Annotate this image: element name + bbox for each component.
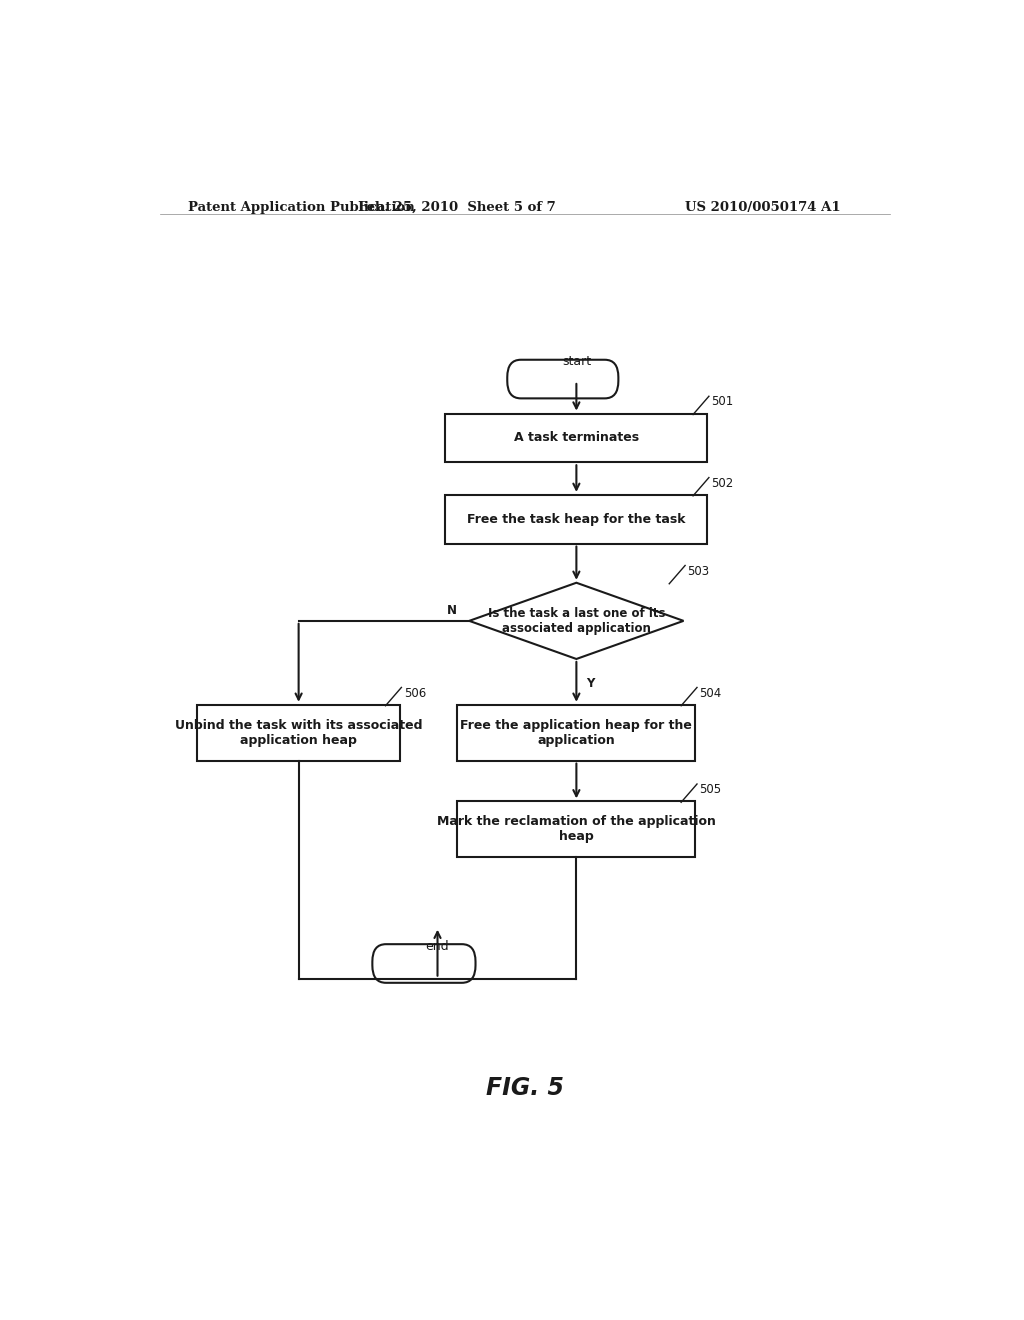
FancyBboxPatch shape — [507, 360, 618, 399]
Text: 501: 501 — [712, 396, 733, 408]
Text: 505: 505 — [699, 783, 722, 796]
Bar — [458, 705, 695, 760]
Text: Y: Y — [586, 677, 594, 690]
Text: 502: 502 — [712, 477, 733, 490]
Text: Free the application heap for the
application: Free the application heap for the applic… — [461, 718, 692, 747]
Text: US 2010/0050174 A1: US 2010/0050174 A1 — [685, 201, 841, 214]
Text: A task terminates: A task terminates — [514, 432, 639, 445]
Text: Mark the reclamation of the application
heap: Mark the reclamation of the application … — [437, 816, 716, 843]
FancyBboxPatch shape — [373, 944, 475, 983]
Text: Feb. 25, 2010  Sheet 5 of 7: Feb. 25, 2010 Sheet 5 of 7 — [358, 201, 556, 214]
Text: Patent Application Publication: Patent Application Publication — [187, 201, 415, 214]
Text: FIG. 5: FIG. 5 — [485, 1076, 564, 1101]
Text: 503: 503 — [687, 565, 710, 578]
Bar — [445, 413, 708, 462]
Text: Free the task heap for the task: Free the task heap for the task — [467, 512, 686, 525]
Text: N: N — [447, 605, 458, 618]
Polygon shape — [469, 582, 684, 659]
Text: end: end — [426, 940, 450, 953]
Text: 506: 506 — [403, 686, 426, 700]
Bar — [198, 705, 399, 760]
Text: 504: 504 — [699, 686, 722, 700]
Text: Is the task a last one of its
associated application: Is the task a last one of its associated… — [487, 607, 666, 635]
Bar — [458, 801, 695, 857]
Text: Unbind the task with its associated
application heap: Unbind the task with its associated appl… — [175, 718, 422, 747]
Bar — [445, 495, 708, 544]
Text: start: start — [562, 355, 591, 368]
